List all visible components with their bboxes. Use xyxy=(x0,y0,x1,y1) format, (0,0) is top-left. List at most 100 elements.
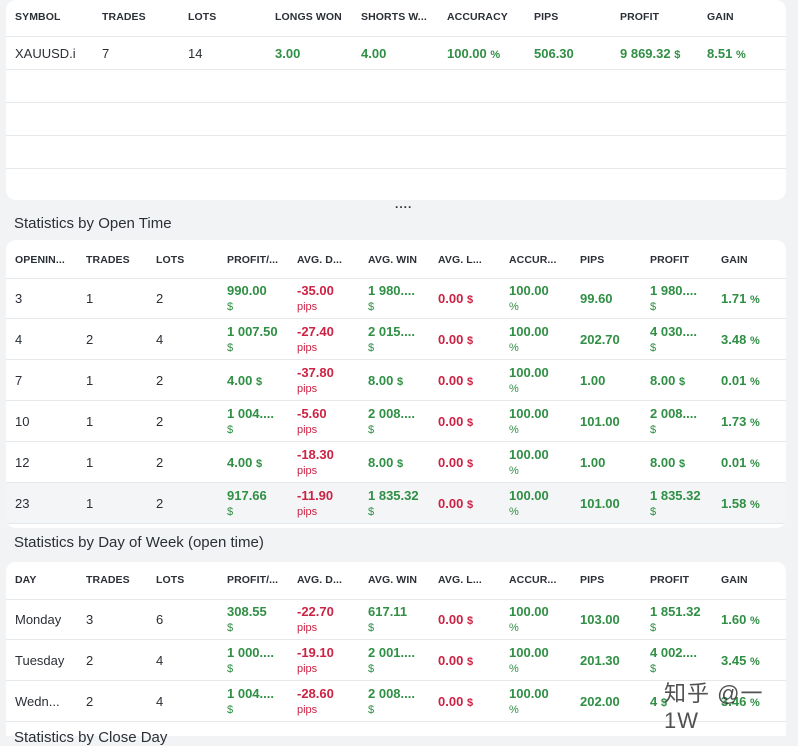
col-profit-per-trade[interactable]: PROFIT/... xyxy=(227,254,279,266)
col-longs-won[interactable]: LONGS WON xyxy=(275,11,342,23)
profit-unit: $ xyxy=(650,622,657,634)
avg-win-cell: 617.11 $ xyxy=(368,604,407,634)
profit-per-trade-cell: 1 004.... $ xyxy=(227,406,274,436)
col-avg-duration[interactable]: AVG. D... xyxy=(297,574,343,586)
col-day[interactable]: DAY xyxy=(15,574,37,586)
col-gain[interactable]: GAIN xyxy=(721,254,748,266)
gain-unit: % xyxy=(749,458,760,470)
col-avg-win[interactable]: AVG. WIN xyxy=(368,254,418,266)
col-profit[interactable]: PROFIT xyxy=(620,11,660,23)
lots-value: 2 xyxy=(156,291,164,306)
avg-loss-value: 0.00 xyxy=(438,455,464,470)
lots-value: 4 xyxy=(156,653,164,668)
trades-cell: 2 xyxy=(86,332,93,347)
avg-duration-cell: -19.10 pips xyxy=(297,645,334,675)
avg-win-unit: $ xyxy=(368,663,375,675)
accuracy-value: 100.00 xyxy=(509,447,549,462)
key-value: 4 xyxy=(15,332,23,347)
col-accuracy[interactable]: ACCUR... xyxy=(509,254,557,266)
key-value: Monday xyxy=(15,612,62,627)
profit-per-trade-value: 308.55 xyxy=(227,604,267,619)
col-accuracy[interactable]: ACCURACY xyxy=(447,11,508,23)
avg-win-unit: $ xyxy=(368,622,375,634)
key-value: 23 xyxy=(15,496,30,511)
profit-cell: 1 980.... $ xyxy=(650,283,697,313)
open-time-card: OPENIN... TRADES LOTS PROFIT/... AVG. D.… xyxy=(6,240,786,528)
trades-value: 2 xyxy=(86,653,94,668)
gain-cell: 1.71 % xyxy=(721,291,760,306)
col-gain[interactable]: GAIN xyxy=(707,11,734,23)
col-avg-loss[interactable]: AVG. L... xyxy=(438,574,482,586)
accuracy-value: 100.00 % xyxy=(447,46,500,61)
accuracy-value: 100.00 xyxy=(509,283,549,298)
day-header-row: DAY TRADES LOTS PROFIT/... AVG. D... AVG… xyxy=(6,562,786,600)
avg-win-cell: 1 980.... $ xyxy=(368,283,415,313)
pips-cell: 202.00 xyxy=(580,694,620,709)
avg-win-value: 1 835.32 xyxy=(368,488,419,503)
col-lots[interactable]: LOTS xyxy=(156,254,185,266)
profit-per-trade-cell: 308.55 $ xyxy=(227,604,267,634)
col-profit-per-trade[interactable]: PROFIT/... xyxy=(227,574,279,586)
key-cell: 7 xyxy=(15,373,22,388)
col-profit[interactable]: PROFIT xyxy=(650,254,690,266)
avg-loss-cell: 0.00 $ xyxy=(438,455,473,470)
col-trades[interactable]: TRADES xyxy=(102,11,146,23)
accuracy-cell: 100.00% xyxy=(509,686,549,716)
gain-cell: 1.60 % xyxy=(721,612,760,627)
avg-duration-value: -19.10 xyxy=(297,645,334,660)
col-pips[interactable]: PIPS xyxy=(534,11,559,23)
col-accuracy[interactable]: ACCUR... xyxy=(509,574,557,586)
avg-duration-unit: pips xyxy=(297,301,318,313)
accuracy-cell: 100.00% xyxy=(509,645,549,675)
profit-per-trade-unit: $ xyxy=(227,342,234,354)
table-row: 7 1 2 4.00 $ -37.80 pips 8.00 $0.00 $100.00% 1.… xyxy=(6,360,786,401)
lots-value: 4 xyxy=(156,332,164,347)
avg-win-cell: 8.00 $ xyxy=(368,455,403,470)
col-opening[interactable]: OPENIN... xyxy=(15,254,65,266)
profit-per-trade-unit: $ xyxy=(255,376,263,388)
avg-duration-cell: -37.80 pips xyxy=(297,365,334,395)
day-of-week-title: Statistics by Day of Week (open time) xyxy=(14,534,264,551)
avg-loss-unit: $ xyxy=(466,376,474,388)
empty-row xyxy=(6,102,786,136)
key-cell: Monday xyxy=(15,612,61,627)
col-symbol[interactable]: SYMBOL xyxy=(15,11,61,23)
gain-number: 8.51 xyxy=(707,46,733,61)
lots-cell: 4 xyxy=(156,332,163,347)
lots-cell: 2 xyxy=(156,373,163,388)
col-pips[interactable]: PIPS xyxy=(580,574,605,586)
col-shorts-won[interactable]: SHORTS W... xyxy=(361,11,427,23)
key-cell: 12 xyxy=(15,455,29,470)
col-gain[interactable]: GAIN xyxy=(721,574,748,586)
col-lots[interactable]: LOTS xyxy=(156,574,185,586)
expand-handle[interactable]: .... xyxy=(395,197,413,211)
col-trades[interactable]: TRADES xyxy=(86,254,130,266)
key-cell: 23 xyxy=(15,496,29,511)
profit-unit: $ xyxy=(650,506,657,518)
avg-loss-unit: $ xyxy=(466,458,474,470)
accuracy-cell: 100.00% xyxy=(509,283,549,313)
col-pips[interactable]: PIPS xyxy=(580,254,605,266)
profit-cell: 2 008.... $ xyxy=(650,406,697,436)
avg-win-unit: $ xyxy=(368,704,375,716)
accuracy-value: 100.00 xyxy=(509,604,549,619)
profit-value: 8.00 xyxy=(650,455,676,470)
col-profit[interactable]: PROFIT xyxy=(650,574,690,586)
col-avg-duration[interactable]: AVG. D... xyxy=(297,254,343,266)
lots-cell: 2 xyxy=(156,455,163,470)
profit-per-trade-unit: $ xyxy=(227,622,234,634)
pips-cell: 101.00 xyxy=(580,414,620,429)
gain-cell: 3.45 % xyxy=(721,653,760,668)
col-avg-loss[interactable]: AVG. L... xyxy=(438,254,482,266)
col-avg-win[interactable]: AVG. WIN xyxy=(368,574,418,586)
gain-cell: 0.01 % xyxy=(721,373,760,388)
key-cell: 4 xyxy=(15,332,22,347)
gain-cell: 3.46 % xyxy=(721,694,760,709)
gain-cell: 3.48 % xyxy=(721,332,760,347)
profit-value: 4 002.... xyxy=(650,645,697,660)
table-row: 3 1 2 990.00 $ -35.00 pips 1 980.... $0.00 $100.… xyxy=(6,278,786,319)
col-trades[interactable]: TRADES xyxy=(86,574,130,586)
col-lots[interactable]: LOTS xyxy=(188,11,217,23)
avg-duration-unit: pips xyxy=(297,465,318,477)
profit-value: 2 008.... xyxy=(650,406,697,421)
